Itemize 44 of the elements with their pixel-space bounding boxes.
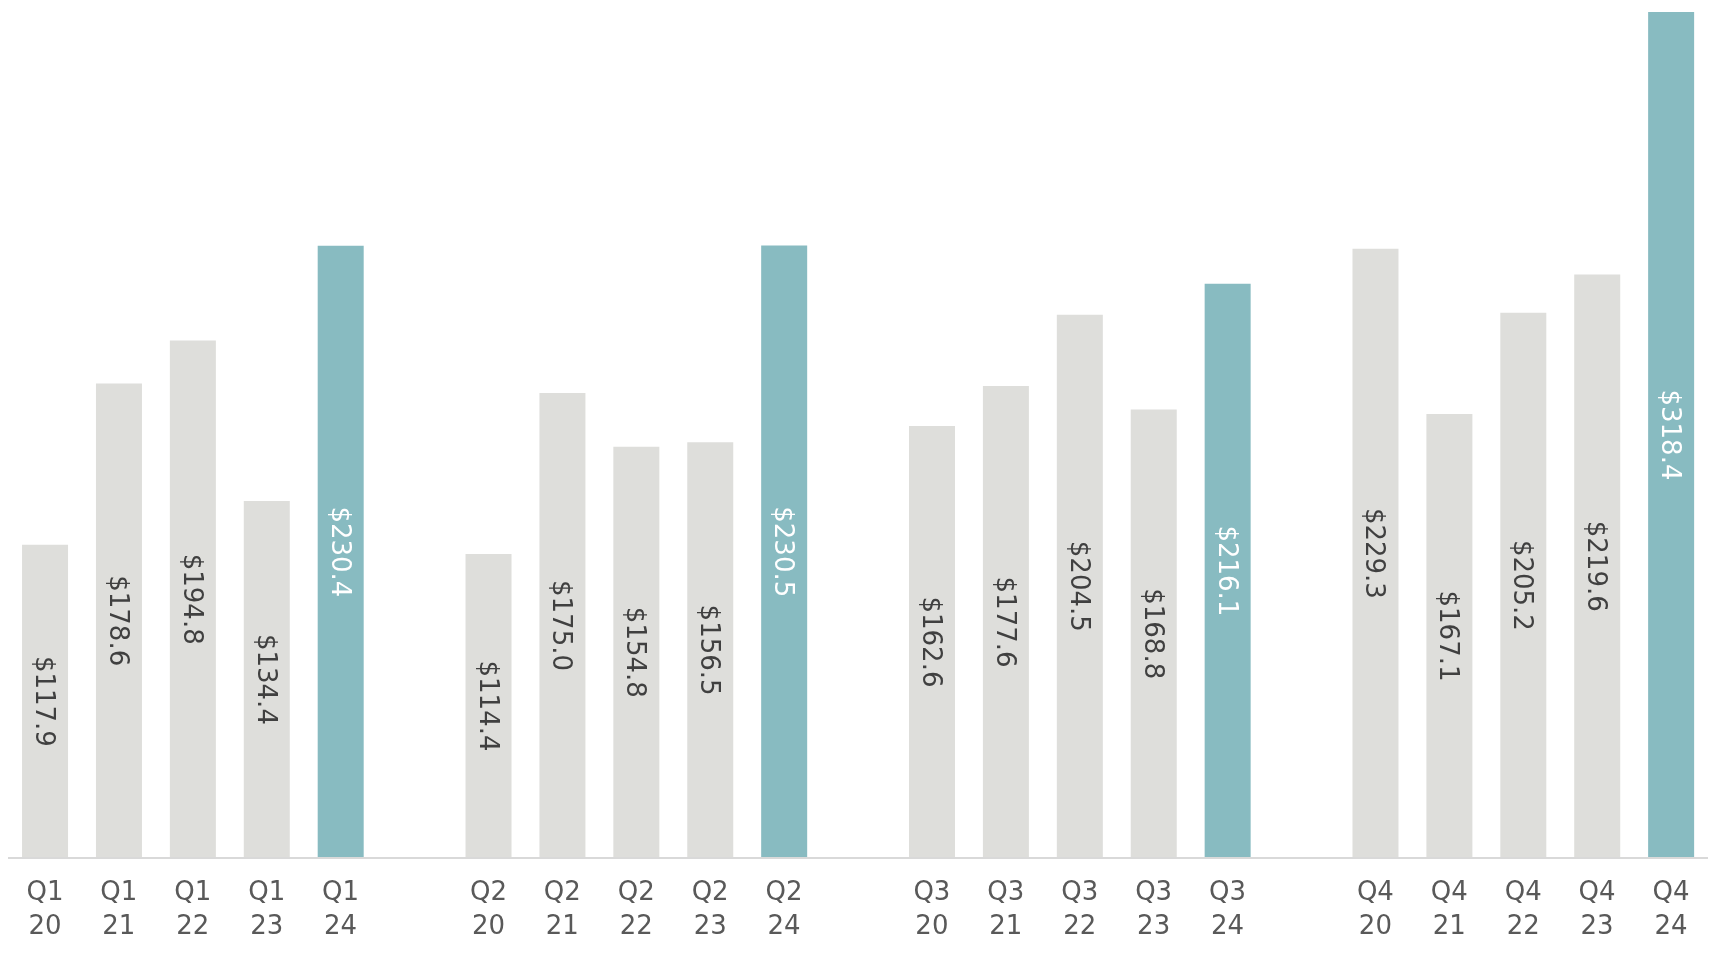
bar [317,245,364,858]
x-tick-label: Q1 20 [26,876,64,940]
data-label: $230.4 [325,506,356,598]
data-label: $216.1 [1212,525,1243,617]
data-label: $167.1 [1434,590,1465,682]
x-tick-label: Q2 20 [469,876,507,940]
bar [1648,12,1695,858]
data-label: $219.6 [1582,520,1613,612]
data-label: $230.5 [769,506,800,598]
x-tick-label: Q3 20 [913,876,951,940]
data-label: $318.4 [1656,389,1687,481]
x-tick-label: Q1 23 [248,876,286,940]
data-label: $117.9 [30,655,61,747]
x-tick-label: Q4 21 [1430,876,1468,940]
data-label: $178.6 [103,575,134,667]
x-tick-label: Q2 24 [765,876,803,940]
x-tick-label: Q3 21 [987,876,1025,940]
x-tick-label: Q2 21 [543,876,581,940]
x-tick-label: Q2 23 [691,876,729,940]
data-label: $168.8 [1138,588,1169,680]
x-tick-label: Q1 22 [174,876,212,940]
x-tick-label: Q3 24 [1209,876,1247,940]
data-label: $177.6 [990,576,1021,668]
data-label: $175.0 [547,580,578,671]
bar [1204,283,1251,858]
x-tick-label: Q3 22 [1061,876,1099,940]
data-label: $229.3 [1360,507,1391,599]
x-tick-label: Q3 23 [1135,876,1173,940]
data-label: $194.8 [177,553,208,645]
data-label: $154.8 [621,606,652,698]
x-tick-label: Q1 24 [322,876,360,940]
data-label: $204.5 [1064,540,1095,632]
x-tick-label: Q4 22 [1504,876,1542,940]
x-tick-label: Q1 21 [100,876,138,940]
data-label: $134.4 [251,633,282,725]
x-tick-label: Q2 22 [617,876,655,940]
data-label: $156.5 [695,604,726,696]
x-tick-label: Q4 24 [1652,876,1690,940]
x-tick-label: Q4 23 [1578,876,1616,940]
data-label: $205.2 [1508,539,1539,631]
data-label: $162.6 [917,596,947,688]
bar [761,245,808,858]
x-tick-label: Q4 20 [1356,876,1394,940]
data-label: $114.4 [473,660,504,752]
